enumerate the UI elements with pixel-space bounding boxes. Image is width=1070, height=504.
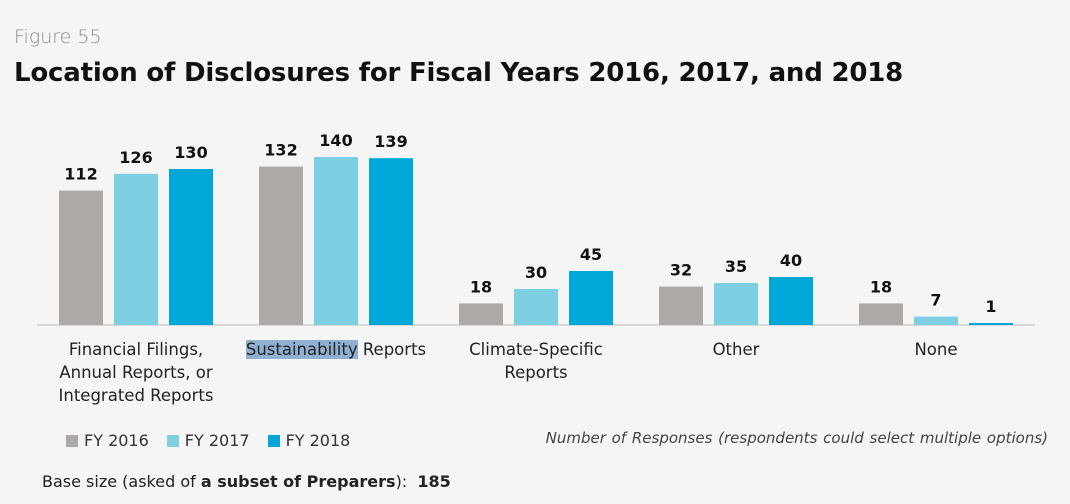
bar-fy-2016-4 <box>859 303 903 325</box>
category-label-line: Annual Reports, or <box>59 363 213 382</box>
legend-item: FY 2016 <box>66 431 149 450</box>
bar-fy-2018-4 <box>969 323 1013 325</box>
category-label-line: None <box>914 340 958 359</box>
data-label: 45 <box>580 245 602 264</box>
category-label: Sustainability Reports <box>226 338 446 361</box>
bar-fy-2016-0 <box>59 190 103 325</box>
base-suffix: ): <box>395 472 408 491</box>
chart-note: Number of Responses (respondents could s… <box>545 429 1048 447</box>
category-label-line: Reports <box>504 363 568 382</box>
data-label: 132 <box>264 141 297 160</box>
legend-label: FY 2016 <box>84 431 149 450</box>
category-label-line: Sustainability Reports <box>245 340 427 359</box>
legend-swatch <box>66 434 78 447</box>
legend-item: FY 2017 <box>166 431 250 450</box>
bar-fy-2017-3 <box>714 283 758 325</box>
category-label-line: Financial Filings, <box>68 340 204 359</box>
bar-fy-2018-2 <box>569 271 613 325</box>
bar-fy-2017-0 <box>114 173 158 325</box>
bar-fy-2018-0 <box>169 169 213 325</box>
data-label: 18 <box>470 277 492 296</box>
category-label-line: Climate-Specific <box>469 340 603 359</box>
legend-item: FY 2018 <box>267 431 351 450</box>
category-label: Climate-Specific Reports <box>426 338 646 384</box>
data-label: 112 <box>64 165 97 184</box>
data-label: 18 <box>870 277 892 296</box>
category-label: Financial Filings, Annual Reports, or Inte… <box>26 338 246 407</box>
bar-fy-2017-4 <box>914 316 958 325</box>
bar-fy-2016-2 <box>459 303 503 325</box>
legend-swatch <box>267 434 280 447</box>
bar-fy-2017-2 <box>514 289 558 325</box>
data-label: 1 <box>985 297 996 316</box>
data-label: 7 <box>930 291 941 310</box>
base-emphasis: a subset of Preparers <box>200 472 396 491</box>
base-size: Base size (asked of a subset of Preparer… <box>42 472 451 491</box>
category-label-line: Integrated Reports <box>58 386 214 405</box>
base-prefix: Base size (asked of <box>42 472 201 491</box>
data-label: 40 <box>780 251 802 270</box>
legend-label: FY 2017 <box>184 431 250 450</box>
category-label-line: Other <box>712 340 760 359</box>
legend-label: FY 2018 <box>285 431 351 450</box>
legend: FY 2016 FY 2017 FY 2018 <box>66 431 350 450</box>
bar-fy-2017-1 <box>314 157 358 325</box>
category-label: Other <box>626 338 846 361</box>
data-label: 126 <box>119 148 152 167</box>
category-label: None <box>826 338 1046 361</box>
base-value: 185 <box>417 472 451 491</box>
legend-swatch <box>166 434 179 447</box>
data-label: 32 <box>670 261 692 280</box>
figure-label: Figure 55 <box>14 26 102 48</box>
chart-title: Location of Disclosures for Fiscal Years… <box>14 58 904 88</box>
data-label: 30 <box>525 263 547 282</box>
bar-fy-2018-1 <box>369 158 413 325</box>
bar-fy-2018-3 <box>769 277 813 325</box>
data-label: 35 <box>725 257 747 276</box>
bar-fy-2016-1 <box>259 166 303 325</box>
data-label: 130 <box>174 143 207 162</box>
data-label: 140 <box>319 131 352 150</box>
bar-chart: 112 132 18 32 18 126 140 30 35 7 130 139 45 40 1 <box>37 131 1035 326</box>
highlighted-text: Sustainability <box>245 340 358 359</box>
data-label: 139 <box>374 132 407 151</box>
bar-fy-2016-3 <box>659 286 703 325</box>
